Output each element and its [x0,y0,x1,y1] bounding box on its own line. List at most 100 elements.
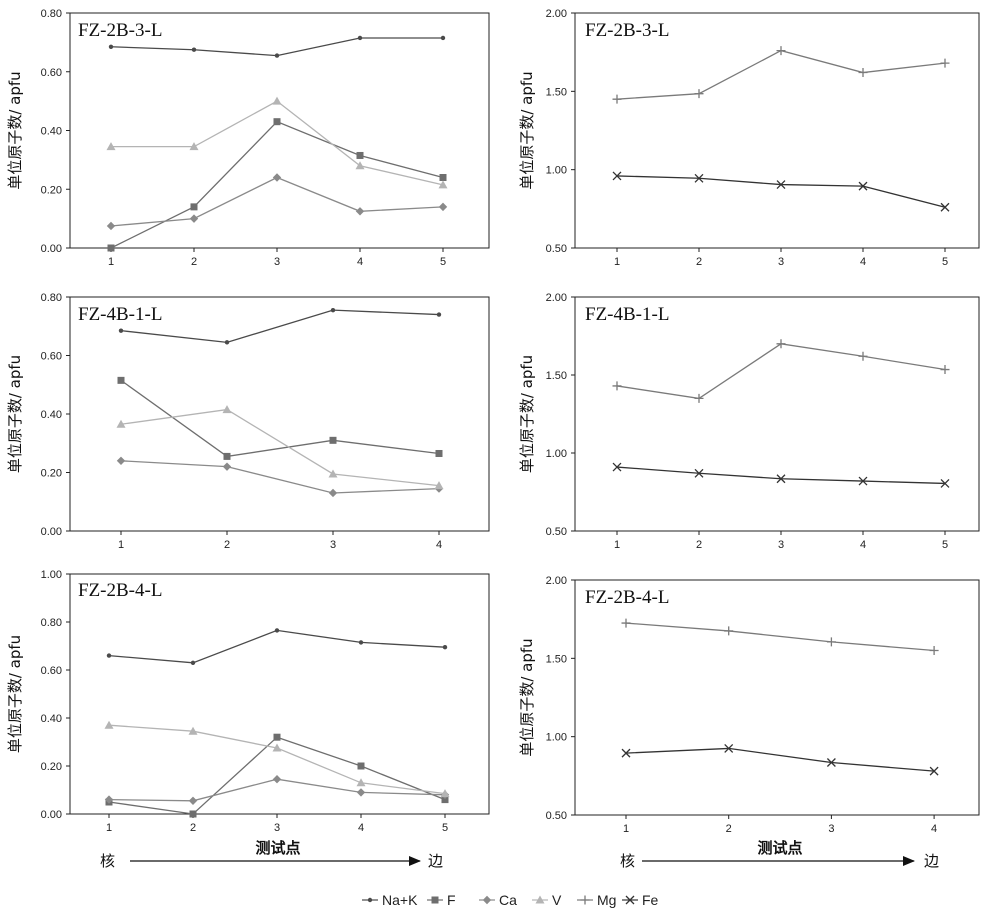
series-f [117,376,443,460]
series-mg [612,339,950,403]
chart-panel-4: 0.50 1.00 1.50 2.00 1 2 3 4 5 FZ-4B-1-L 单位原子数/ apf… [518,292,980,551]
y-tick-label: 1.00 [41,569,62,581]
series-v [104,720,450,798]
data-point [272,743,282,752]
y-tick-label: 1.50 [546,86,567,98]
x-tick-label: 5 [440,256,446,268]
data-point [940,365,950,375]
data-point [439,174,447,181]
data-point [329,436,337,444]
data-point [188,796,198,805]
series-fe [612,462,950,488]
y-tick-label: 0.80 [41,292,62,304]
plot-frame [69,12,490,249]
x-tick-label: 1 [614,256,620,268]
legend-label: V [552,892,562,908]
plot-frame [574,12,980,249]
data-point [694,393,704,403]
data-point [621,748,631,758]
data-point [106,653,112,658]
legend-marker [367,897,373,903]
data-point [223,452,231,460]
series-line [120,460,440,494]
direction-start-label: 核 [620,852,635,870]
data-point [724,743,734,753]
data-point [107,244,115,252]
data-point [116,419,126,428]
data-point [357,35,363,41]
data-point [189,810,197,818]
data-point [356,788,366,797]
data-point [929,766,939,776]
y-tick-label: 1.00 [546,732,567,744]
data-point [272,775,282,784]
data-point [118,328,124,333]
data-point [621,618,631,628]
series-line [108,629,446,664]
x-axis-title: 测试点 [255,839,300,857]
legend-label: F [447,892,456,908]
y-axis-label: 单位原子数/ apfu [518,355,536,473]
x-tick-label: 1 [108,256,114,268]
plot-frame [574,579,980,816]
data-point [612,462,622,472]
y-axis-label: 单位原子数/ apfu [6,355,24,473]
x-tick-label: 3 [778,539,784,551]
y-tick-label: 1.50 [546,370,567,382]
data-point [106,142,116,151]
x-tick-label: 2 [190,822,196,834]
series-mg [621,618,939,655]
data-point [694,89,704,99]
series-line [110,120,444,249]
y-tick-label: 0.40 [41,126,62,138]
series-line [616,466,946,485]
data-point [273,118,281,126]
x-tick-label: 1 [118,539,124,551]
x-tick-label: 4 [357,256,363,268]
y-tick-label: 0.80 [41,617,62,629]
data-point [116,456,126,465]
x-tick-label: 5 [942,256,948,268]
data-point [274,628,280,633]
data-point [776,180,786,190]
data-point [612,171,622,181]
data-point [776,46,786,56]
x-tick-label: 3 [274,256,280,268]
data-point [434,481,444,490]
data-point [776,474,786,484]
data-point [224,340,230,345]
data-point [435,449,443,457]
y-tick-label: 1.00 [546,448,567,460]
y-tick-label: 0.60 [41,351,62,363]
legend-item-v: V [532,892,562,908]
y-tick-label: 0.50 [546,810,567,822]
data-point [190,203,198,211]
series-line [616,49,946,100]
legend-label: Na+K [382,892,418,908]
direction-end-label: 边 [924,852,939,870]
y-tick-label: 1.00 [546,165,567,177]
data-point [826,758,836,767]
data-point [274,53,280,58]
series-fe [612,171,950,212]
data-point [272,96,282,105]
y-tick-label: 0.00 [41,526,62,538]
y-tick-label: 0.50 [546,243,567,255]
y-tick-label: 0.20 [41,468,62,480]
panel-title: FZ-4B-1-L [78,304,162,325]
data-point [858,181,868,191]
series-line [110,176,444,227]
data-point [436,312,442,317]
data-point [940,58,950,68]
y-tick-label: 0.20 [41,184,62,196]
direction-right: 核 边 测试点 [620,839,939,870]
y-axis-label: 单位原子数/ apfu [518,638,536,756]
plot-frame [69,573,490,815]
data-point [355,161,365,170]
data-point [440,789,450,798]
data-point [328,488,338,498]
panel-title: FZ-2B-4-L [585,587,669,608]
x-tick-label: 4 [860,539,866,551]
y-tick-label: 0.50 [546,526,567,538]
x-tick-label: 2 [224,539,230,551]
